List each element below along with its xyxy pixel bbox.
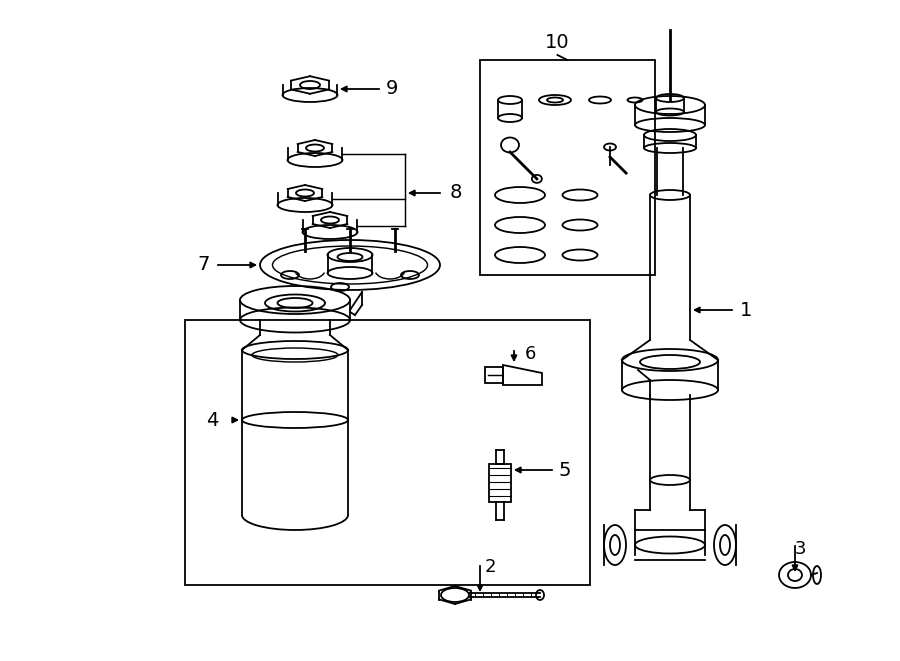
Bar (185, 320, 590, 585)
Text: 3: 3 (794, 540, 806, 558)
Bar (489, 464, 511, 502)
Text: 4: 4 (205, 410, 218, 430)
Text: 7: 7 (198, 256, 210, 274)
Text: 10: 10 (545, 33, 570, 52)
Text: 8: 8 (450, 184, 463, 202)
Text: 2: 2 (484, 558, 496, 576)
Text: 6: 6 (525, 345, 535, 363)
Text: 9: 9 (386, 79, 399, 98)
Text: 5: 5 (558, 461, 571, 479)
Bar (480, 60, 655, 275)
Text: 1: 1 (740, 301, 752, 319)
Bar (485, 367, 503, 383)
